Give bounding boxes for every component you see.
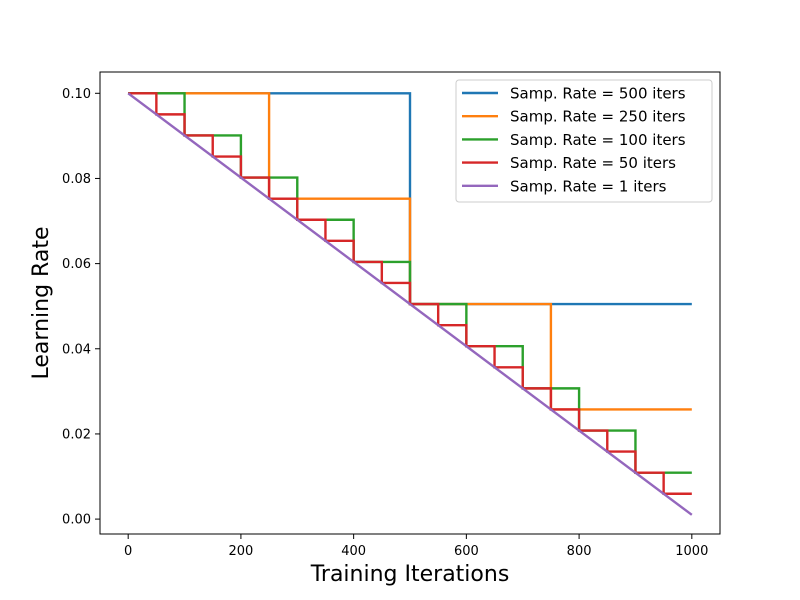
y-tick-label: 0.06 [62, 257, 91, 272]
y-axis-label: Learning Rate [29, 227, 54, 380]
x-tick-label: 0 [124, 544, 132, 559]
legend-label: Samp. Rate = 250 iters [510, 108, 686, 126]
series-line [128, 92, 692, 495]
x-tick-label: 400 [341, 544, 366, 559]
legend: Samp. Rate = 500 iters Samp. Rate = 250 i… [455, 79, 713, 203]
y-tick-label: 0.02 [62, 427, 91, 442]
legend-frame [455, 79, 713, 203]
y-axis: 0.00 0.02 0.04 0.06 0.08 0.10 [62, 87, 100, 528]
legend-items: Samp. Rate = 500 iters Samp. Rate = 250 i… [462, 85, 686, 195]
series-line [127, 92, 693, 516]
x-tick-label: 1000 [675, 544, 708, 559]
plot-frame [99, 71, 721, 535]
y-tick-label: 0.10 [62, 87, 91, 102]
legend-label: Samp. Rate = 500 iters [510, 85, 686, 103]
x-tick-label: 200 [228, 544, 253, 559]
x-axis-label: Training Iterations [310, 562, 510, 587]
y-tick-label: 0.04 [62, 342, 91, 357]
x-tick-label: 800 [567, 544, 592, 559]
series-layer [127, 92, 693, 516]
x-axis: 0 200 400 600 800 1000 [124, 534, 708, 559]
y-tick-label: 0.08 [62, 172, 91, 187]
legend-label: Samp. Rate = 100 iters [510, 131, 686, 149]
y-tick-label: 0.00 [62, 513, 91, 528]
legend-label: Samp. Rate = 50 iters [510, 154, 676, 172]
legend-label: Samp. Rate = 1 iters [510, 177, 667, 195]
x-tick-label: 600 [454, 544, 479, 559]
